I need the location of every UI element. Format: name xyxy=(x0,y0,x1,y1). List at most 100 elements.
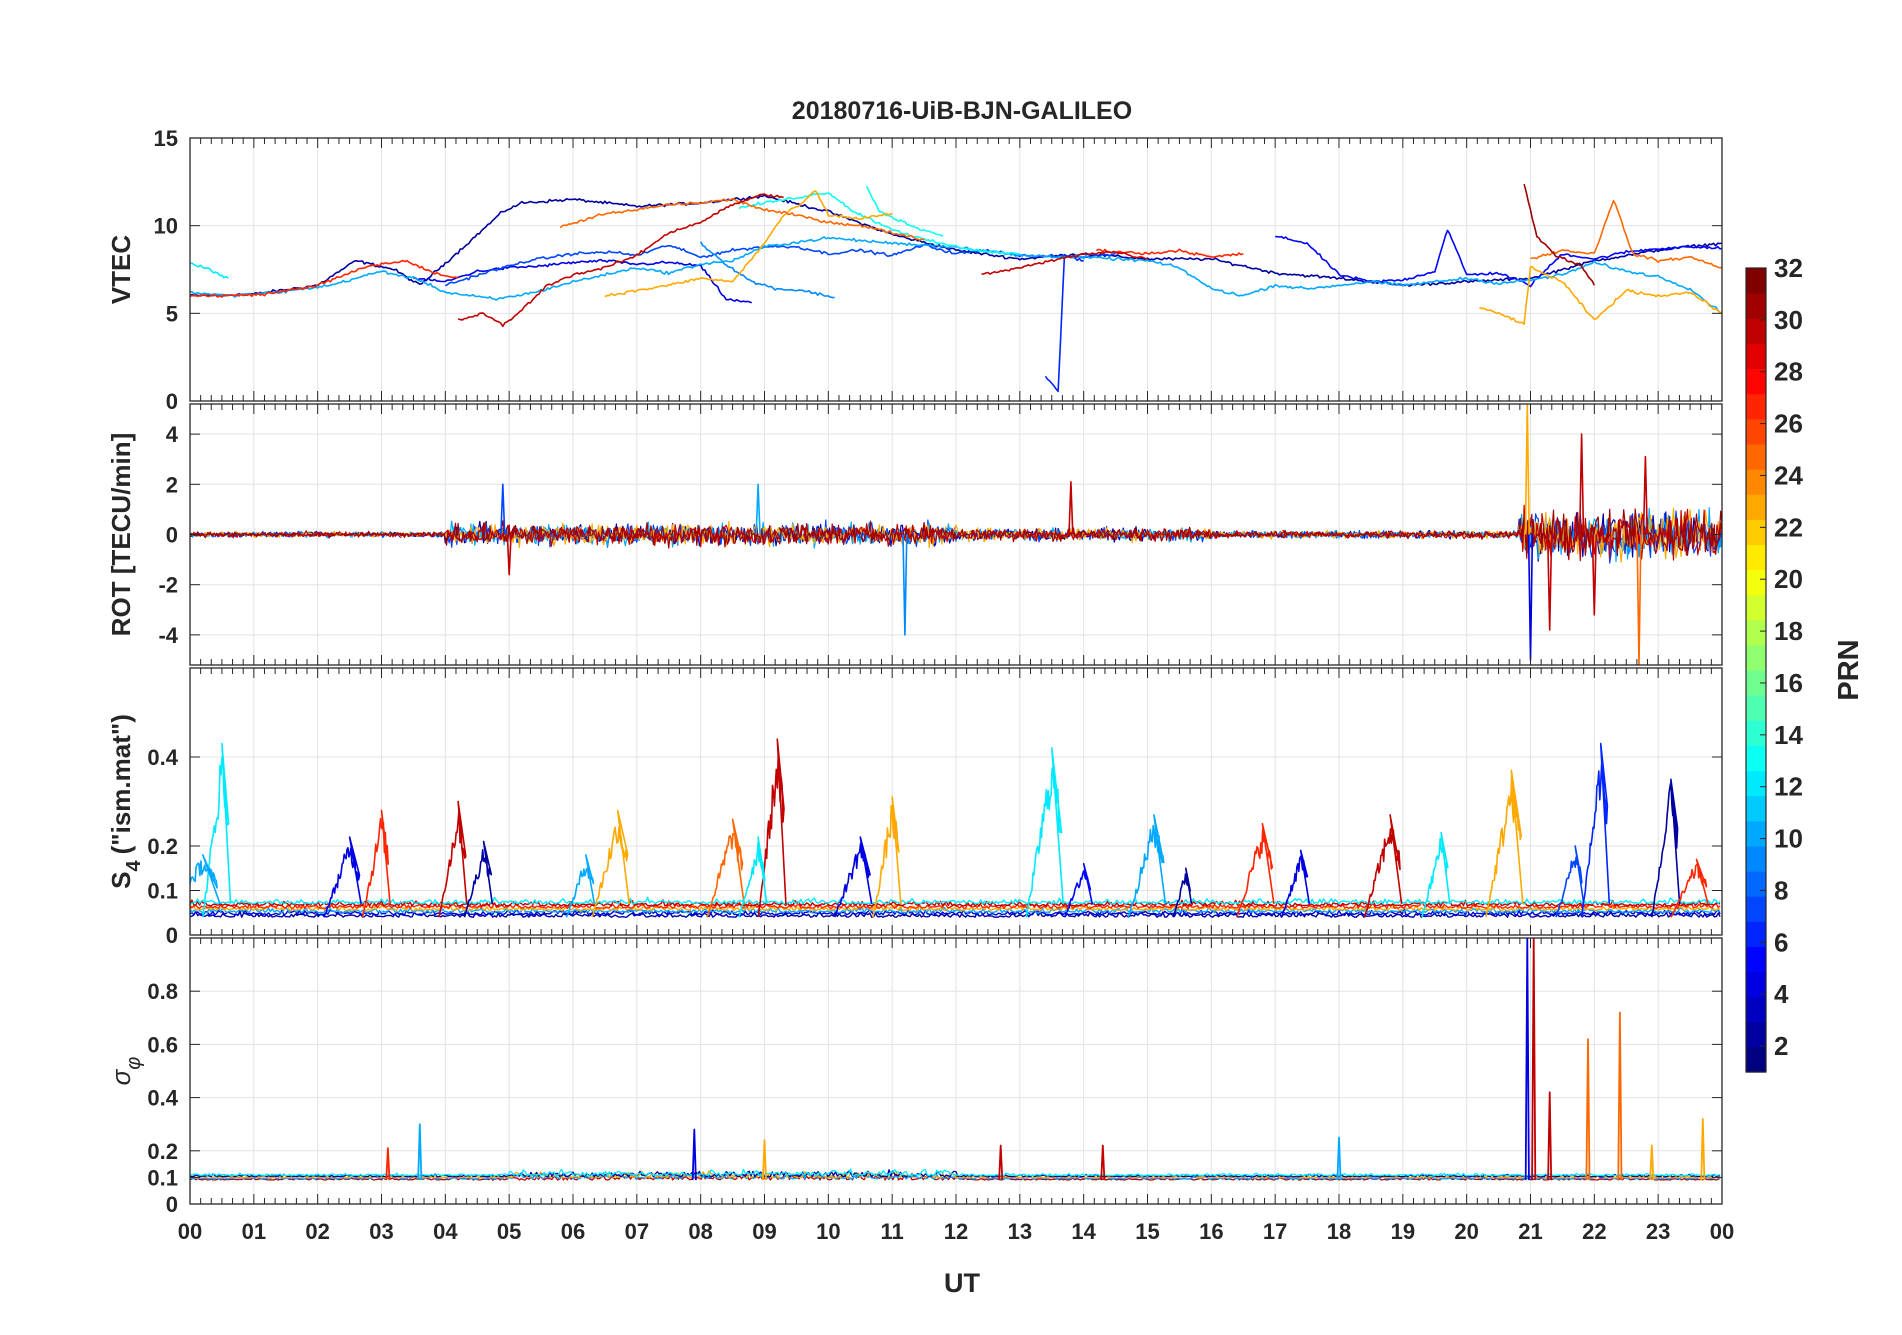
y-tick-label: 0.8 xyxy=(147,979,178,1004)
y-axis-label: VTEC xyxy=(106,235,136,305)
spike-prn-25 xyxy=(1617,1011,1623,1181)
x-tick-label: 01 xyxy=(242,1219,266,1244)
series-prn-5 xyxy=(1275,229,1722,288)
series-prn-31 xyxy=(1523,183,1596,286)
y-tick-label: 0 xyxy=(166,1192,178,1217)
y-tick-label: 2 xyxy=(166,472,178,497)
y-tick-label: 0.4 xyxy=(147,745,178,770)
x-tick-label: 10 xyxy=(816,1219,840,1244)
colorbar-band xyxy=(1746,1046,1766,1073)
peak-prn-27 xyxy=(361,809,391,918)
spike-prn-27 xyxy=(385,1147,391,1181)
spike-prn-4 xyxy=(691,1128,697,1181)
y-tick-label: 0.4 xyxy=(147,1086,178,1111)
spike-prn-30 xyxy=(998,1144,1004,1181)
peak-prn-5 xyxy=(1063,863,1094,918)
x-tick-label: 09 xyxy=(752,1219,776,1244)
series-prn-12 xyxy=(190,262,229,279)
peak-prn-30 xyxy=(438,800,468,918)
colorbar-frame xyxy=(1745,267,1767,1073)
colorbar-band xyxy=(1746,946,1766,973)
spike-prn-10 xyxy=(417,1123,423,1181)
series-prn-9 xyxy=(699,241,835,299)
y-tick-label: -2 xyxy=(158,573,178,598)
y-ticks: 0 0.1 0.2 0.4 xyxy=(147,745,1722,948)
grid xyxy=(189,668,1723,936)
spike-prn-10 xyxy=(755,483,761,535)
x-tick-label: 14 xyxy=(1071,1219,1096,1244)
peak-prn-2 xyxy=(1651,778,1681,918)
colorbar-tick-label: 6 xyxy=(1774,927,1788,957)
colorbar-band xyxy=(1746,469,1766,495)
series-prn-23 xyxy=(1479,266,1722,325)
colorbar-band xyxy=(1746,418,1766,445)
colorbar-band xyxy=(1746,896,1766,922)
x-tick-label: 04 xyxy=(433,1219,458,1244)
y-tick-label: 0.1 xyxy=(147,1165,178,1190)
y-tick-label: 0 xyxy=(166,923,178,948)
x-tick-label: 06 xyxy=(561,1219,585,1244)
colorbar-tick-label: 4 xyxy=(1774,979,1789,1009)
colorbar-band xyxy=(1746,268,1766,294)
colorbar-tick-label: 10 xyxy=(1774,824,1803,854)
y-tick-label: 15 xyxy=(154,126,178,151)
plot-area xyxy=(190,938,1721,1181)
y-ticks: -4 -2 0 2 4 xyxy=(158,422,1722,648)
series-prn-10 xyxy=(190,236,1722,315)
peak-prn-30 xyxy=(1363,814,1403,918)
y-ticks: 00.10.2 0.4 0.6 0.8 xyxy=(147,979,1722,1217)
peak-prn-12 xyxy=(738,836,768,918)
peak-prn-4 xyxy=(833,836,873,918)
colorbar-band xyxy=(1746,619,1766,646)
spike-prn-4 xyxy=(1524,938,1530,1181)
grid xyxy=(189,137,1723,402)
x-tick-label: 13 xyxy=(1008,1219,1032,1244)
x-tick-label: 19 xyxy=(1391,1219,1415,1244)
colorbar-tick-label: 16 xyxy=(1774,668,1803,698)
colorbar-band xyxy=(1746,720,1766,746)
series-prn-2 xyxy=(190,194,1722,297)
spike-prn-23 xyxy=(762,1139,767,1181)
y-tick-label: 5 xyxy=(166,301,178,326)
x-tick-label: 20 xyxy=(1454,1219,1478,1244)
colorbar-tick-label: 14 xyxy=(1774,720,1803,750)
y-tick-label: 0.2 xyxy=(147,1139,178,1164)
series-prn-30 xyxy=(457,193,784,328)
spike-prn-30 xyxy=(1068,481,1074,535)
colorbar-band xyxy=(1746,644,1766,671)
peak-prn-27 xyxy=(1670,858,1709,918)
colorbar-tick-label: 32 xyxy=(1774,253,1803,283)
x-tick-label: 22 xyxy=(1582,1219,1606,1244)
plot-area xyxy=(190,183,1722,393)
spike-prn-25 xyxy=(1636,534,1642,665)
colorbar-tick-label: 30 xyxy=(1774,305,1803,335)
y-ticks: 0 5 10 15 xyxy=(154,126,1722,414)
grid xyxy=(189,938,1723,1205)
spike-prn-30 xyxy=(1100,1144,1106,1181)
peak-prn-12 xyxy=(1421,831,1451,918)
series-prn-6 xyxy=(1044,253,1084,393)
colorbar-band xyxy=(1746,393,1766,420)
colorbar-tick-label: 8 xyxy=(1774,875,1788,905)
colorbar-band xyxy=(1746,494,1766,520)
x-tick-labels: 00 01 02 03 04 05 06 07 08 09 10 11 12 13 14 15 16 17 18 19… xyxy=(178,1219,1734,1244)
x-ticks xyxy=(189,138,1723,401)
colorbar-band xyxy=(1746,293,1766,319)
colorbar-band xyxy=(1746,795,1766,822)
colorbar-band xyxy=(1746,519,1766,545)
series-prn-13 xyxy=(738,192,1020,255)
y-tick-label: 10 xyxy=(154,214,178,239)
colorbar-band xyxy=(1746,770,1766,797)
colorbar-band xyxy=(1746,971,1766,998)
panel-s4: 0 0.1 0.2 0.4S4("ism.mat") xyxy=(106,667,1723,948)
plot-area xyxy=(190,404,1722,665)
y-axis-label: σφ xyxy=(106,1057,145,1086)
x-tick-label: 03 xyxy=(369,1219,393,1244)
x-tick-label: 02 xyxy=(305,1219,329,1244)
y-tick-label: -4 xyxy=(158,623,178,648)
x-ticks xyxy=(189,668,1723,935)
panel-sigma_phi: 00.10.2 0.4 0.6 0.8 σφ 00 01 02 03 04 05 06 07 08 09 10… xyxy=(106,937,1734,1244)
